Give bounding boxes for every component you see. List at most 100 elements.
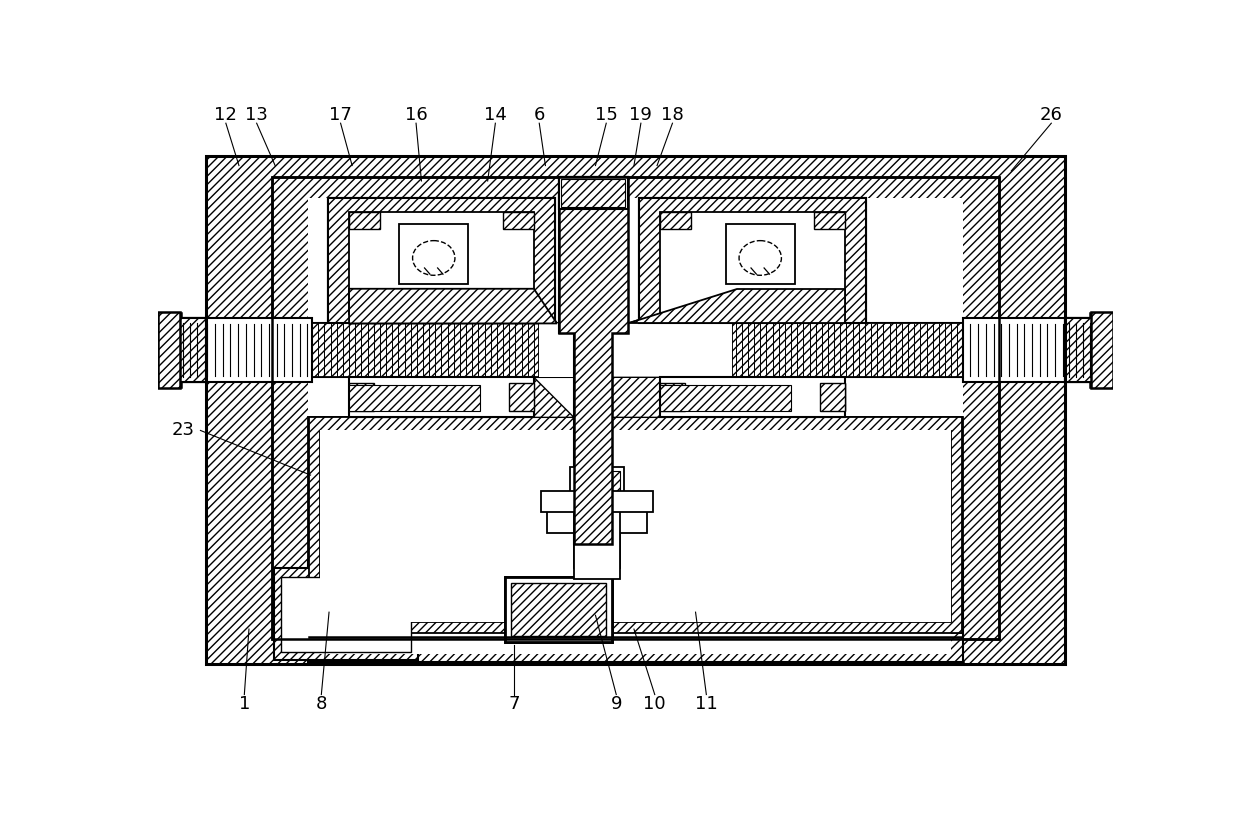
Text: 9: 9 [610, 695, 622, 713]
Bar [206, 156, 1065, 663]
Bar [660, 384, 683, 412]
Bar [272, 177, 999, 639]
Bar [159, 318, 312, 382]
Bar [206, 156, 1065, 663]
Bar [660, 212, 844, 314]
Bar [320, 431, 951, 622]
Text: 15: 15 [595, 106, 618, 124]
Bar [281, 577, 410, 652]
Bar [574, 509, 620, 579]
Bar [560, 179, 625, 207]
Bar [570, 467, 624, 509]
Bar [309, 560, 962, 663]
Bar [159, 318, 206, 382]
Text: 7: 7 [508, 695, 520, 713]
Bar [539, 323, 732, 377]
Bar [350, 377, 534, 417]
Bar [962, 318, 1112, 382]
Bar [1065, 318, 1112, 382]
Bar [1091, 312, 1112, 388]
Bar [350, 212, 534, 314]
Bar [350, 385, 480, 412]
Bar [660, 377, 844, 417]
Polygon shape [350, 289, 557, 324]
Bar [563, 179, 624, 207]
Bar [725, 224, 795, 284]
Bar [815, 212, 844, 229]
Bar [732, 323, 962, 377]
Bar [309, 417, 962, 633]
Text: 23: 23 [171, 421, 195, 439]
Bar [327, 198, 554, 324]
Bar [511, 583, 606, 636]
Bar [1090, 314, 1112, 386]
Text: 14: 14 [484, 106, 507, 124]
Polygon shape [630, 289, 844, 324]
Polygon shape [350, 377, 574, 417]
Bar [350, 384, 372, 412]
Bar [327, 198, 554, 324]
Bar [320, 569, 951, 654]
Bar [558, 177, 627, 209]
Bar [640, 198, 867, 324]
Bar [309, 198, 962, 618]
Bar [372, 377, 418, 417]
Bar [350, 212, 379, 229]
Bar [660, 212, 691, 229]
Bar [1065, 318, 1112, 382]
Text: 26: 26 [1040, 106, 1063, 124]
Polygon shape [630, 289, 844, 324]
Bar [309, 323, 539, 377]
Bar [574, 471, 620, 506]
Bar [558, 177, 627, 209]
Text: 11: 11 [694, 695, 718, 713]
Text: 16: 16 [404, 106, 428, 124]
Bar [541, 491, 653, 512]
Bar [159, 314, 181, 386]
Text: 8: 8 [316, 695, 327, 713]
Polygon shape [350, 289, 557, 324]
Bar [350, 384, 373, 412]
Text: 12: 12 [215, 106, 237, 124]
Bar [159, 318, 206, 382]
Text: 6: 6 [533, 106, 544, 124]
Polygon shape [558, 177, 627, 544]
Polygon shape [558, 177, 627, 544]
Bar [510, 384, 534, 412]
Bar [660, 385, 791, 412]
Bar [725, 224, 795, 284]
Bar [822, 384, 844, 412]
Text: 19: 19 [630, 106, 652, 124]
Bar [660, 212, 691, 229]
Bar [309, 418, 962, 632]
Bar [399, 224, 469, 284]
Bar [511, 384, 534, 412]
Bar [574, 533, 620, 567]
Bar [503, 212, 534, 229]
Text: 10: 10 [644, 695, 666, 713]
Bar [505, 577, 613, 642]
Bar [274, 567, 418, 660]
Bar [350, 377, 534, 417]
Bar [272, 177, 999, 639]
Bar [505, 577, 613, 642]
Bar [427, 377, 472, 417]
Bar [821, 384, 844, 412]
Polygon shape [613, 377, 844, 417]
Bar [640, 198, 867, 324]
Bar [660, 377, 844, 417]
Bar [159, 312, 180, 388]
Bar [660, 384, 684, 412]
Text: 1: 1 [238, 695, 250, 713]
Text: 18: 18 [661, 106, 683, 124]
Bar [309, 323, 962, 377]
Bar [547, 509, 647, 533]
Bar [660, 212, 844, 314]
Bar [320, 430, 951, 622]
Text: 17: 17 [329, 106, 352, 124]
Bar [309, 417, 962, 633]
Bar [399, 224, 469, 284]
Bar [815, 212, 844, 229]
Bar [350, 212, 534, 314]
Bar [511, 583, 606, 636]
